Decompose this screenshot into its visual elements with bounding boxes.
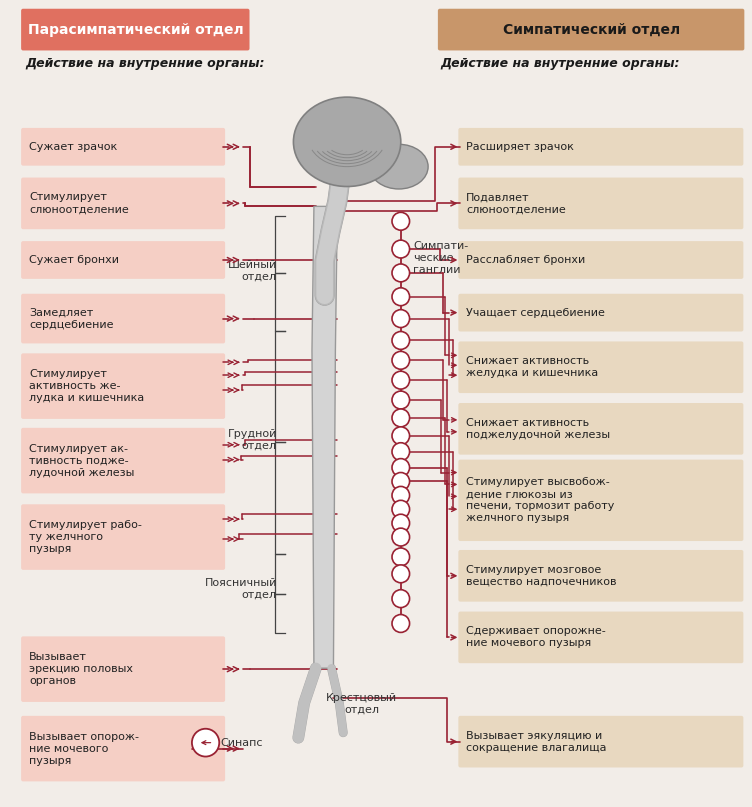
FancyBboxPatch shape [438,9,744,51]
Circle shape [392,565,410,583]
FancyBboxPatch shape [459,294,744,332]
Text: Сдерживает опорожне-
ние мочевого пузыря: Сдерживает опорожне- ние мочевого пузыря [466,626,606,648]
FancyBboxPatch shape [459,550,744,602]
Circle shape [392,528,410,546]
Circle shape [392,310,410,328]
Text: Вызывает эякуляцию и
сокращение влагалища: Вызывает эякуляцию и сокращение влагалищ… [466,730,607,753]
Text: Симпатический отдел: Симпатический отдел [502,23,680,36]
Circle shape [392,288,410,306]
Text: Вызывает опорож-
ние мочевого
пузыря: Вызывает опорож- ние мочевого пузыря [29,732,139,766]
Text: Сужает зрачок: Сужает зрачок [29,142,117,152]
FancyBboxPatch shape [21,128,225,165]
Circle shape [392,487,410,504]
FancyBboxPatch shape [459,403,744,454]
FancyBboxPatch shape [21,428,225,493]
Text: Стимулирует ак-
тивность подже-
лудочной железы: Стимулирует ак- тивность подже- лудочной… [29,444,135,478]
FancyBboxPatch shape [459,341,744,393]
Ellipse shape [369,144,428,189]
Circle shape [392,427,410,445]
Circle shape [392,500,410,518]
Text: Грудной
отдел: Грудной отдел [227,429,277,451]
FancyBboxPatch shape [459,178,744,229]
Circle shape [392,514,410,532]
Text: Стимулирует высвобож-
дение глюкозы из
печени, тормозит работу
желчного пузыря: Стимулирует высвобож- дение глюкозы из п… [466,477,614,523]
Text: Шейный
отдел: Шейный отдел [228,260,277,282]
FancyBboxPatch shape [21,504,225,570]
FancyBboxPatch shape [21,241,225,279]
FancyBboxPatch shape [21,353,225,419]
Text: Крестцовый
отдел: Крестцовый отдел [326,693,397,715]
Circle shape [392,391,410,409]
Text: Стимулирует мозговое
вещество надпочечников: Стимулирует мозговое вещество надпочечни… [466,565,617,587]
Text: Стимулирует
активность же-
лудка и кишечника: Стимулирует активность же- лудка и кишеч… [29,369,144,404]
Circle shape [392,264,410,282]
FancyBboxPatch shape [21,716,225,781]
Ellipse shape [293,97,401,186]
Circle shape [392,615,410,633]
Text: Действие на внутренние органы:: Действие на внутренние органы: [25,57,265,70]
FancyBboxPatch shape [459,241,744,279]
Text: Действие на внутренние органы:: Действие на внутренние органы: [440,57,679,70]
Text: Вызывает
эрекцию половых
органов: Вызывает эрекцию половых органов [29,652,133,686]
FancyBboxPatch shape [459,716,744,767]
Circle shape [392,409,410,427]
Text: Синапс: Синапс [220,738,262,747]
Text: Учащает сердцебиение: Учащает сердцебиение [466,307,605,318]
Circle shape [392,548,410,566]
Text: Симпати-
ческие
ганглии: Симпати- ческие ганглии [414,241,468,275]
Text: Расслабляет бронхи: Расслабляет бронхи [466,255,585,265]
Text: Подавляет
слюноотделение: Подавляет слюноотделение [466,192,566,215]
Text: Стимулирует рабо-
ту желчного
пузыря: Стимулирует рабо- ту желчного пузыря [29,520,142,554]
Circle shape [392,212,410,230]
Text: Парасимпатический отдел: Парасимпатический отдел [28,23,243,36]
Circle shape [392,458,410,476]
FancyBboxPatch shape [459,460,744,541]
FancyBboxPatch shape [459,128,744,165]
Text: Замедляет
сердцебиение: Замедляет сердцебиение [29,307,114,329]
Circle shape [392,240,410,258]
Circle shape [392,332,410,349]
Polygon shape [312,207,338,668]
Circle shape [392,351,410,370]
FancyBboxPatch shape [459,612,744,663]
Text: Стимулирует
слюноотделение: Стимулирует слюноотделение [29,192,129,215]
FancyBboxPatch shape [21,178,225,229]
Text: Снижает активность
желудка и кишечника: Снижает активность желудка и кишечника [466,356,599,378]
Circle shape [392,371,410,389]
Text: Сужает бронхи: Сужает бронхи [29,255,119,265]
Circle shape [392,443,410,461]
Text: Поясничный
отдел: Поясничный отдел [205,578,277,600]
FancyBboxPatch shape [21,637,225,702]
Text: Расширяет зрачок: Расширяет зрачок [466,142,574,152]
Circle shape [392,473,410,491]
Circle shape [392,590,410,608]
FancyBboxPatch shape [21,9,250,51]
Circle shape [192,729,220,756]
Text: Снижает активность
поджелудочной железы: Снижает активность поджелудочной железы [466,418,611,440]
FancyBboxPatch shape [21,294,225,344]
